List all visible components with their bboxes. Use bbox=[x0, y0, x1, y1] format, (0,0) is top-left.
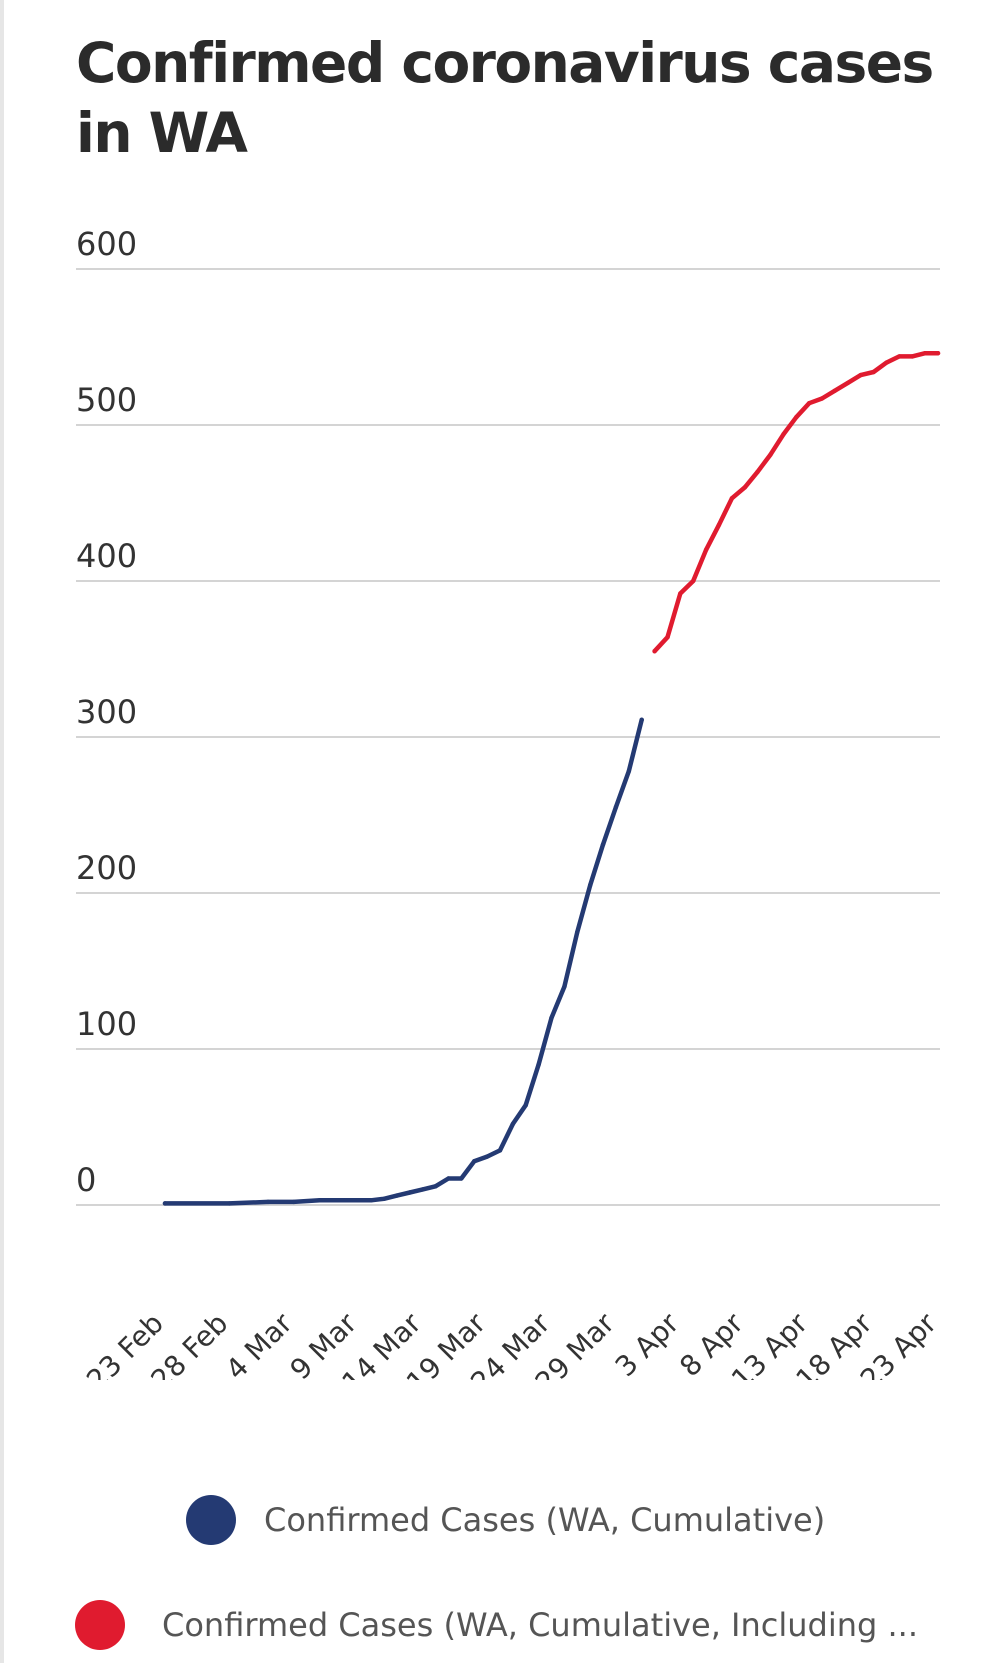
data-point bbox=[832, 388, 838, 393]
data-point bbox=[588, 883, 593, 888]
data-point bbox=[600, 842, 606, 847]
data-point bbox=[845, 380, 850, 386]
data-point bbox=[897, 354, 902, 359]
y-tick-label: 300 bbox=[76, 693, 137, 731]
data-point bbox=[819, 396, 825, 401]
legend-dot-2 bbox=[75, 1600, 125, 1650]
data-point bbox=[472, 1159, 477, 1164]
data-point bbox=[510, 1121, 516, 1127]
data-point bbox=[394, 1193, 400, 1198]
data-point bbox=[433, 1184, 438, 1189]
data-point bbox=[407, 1190, 412, 1195]
data-point bbox=[703, 547, 709, 552]
data-point bbox=[871, 369, 876, 375]
data-point bbox=[755, 469, 760, 474]
data-point bbox=[639, 717, 644, 722]
frame-edge bbox=[0, 0, 4, 1663]
data-point bbox=[652, 649, 657, 654]
data-point bbox=[484, 1154, 490, 1159]
legend-dot-1 bbox=[186, 1495, 236, 1545]
data-point bbox=[356, 1198, 361, 1203]
y-tick-label: 400 bbox=[76, 537, 137, 575]
y-tick-label: 500 bbox=[76, 381, 137, 419]
legend-label-1: Confirmed Cases (WA, Cumulative) bbox=[264, 1501, 826, 1539]
series-lines bbox=[162, 350, 941, 1206]
series-line-1 bbox=[162, 717, 644, 1206]
data-point bbox=[368, 1198, 374, 1203]
data-point bbox=[922, 351, 928, 356]
data-point bbox=[935, 351, 941, 356]
data-point bbox=[884, 360, 889, 365]
data-point bbox=[716, 522, 722, 527]
data-point bbox=[626, 769, 631, 774]
data-point bbox=[265, 1199, 271, 1205]
data-point bbox=[742, 485, 747, 490]
data-point bbox=[497, 1148, 503, 1153]
x-tick-label: 23 Apr bbox=[854, 1306, 943, 1380]
data-point bbox=[678, 591, 683, 596]
x-tick-label: 28 Feb bbox=[144, 1307, 234, 1380]
data-point bbox=[420, 1187, 425, 1192]
x-tick-label: 3 Apr bbox=[609, 1306, 686, 1380]
y-axis-ticks: 0 100 200 300 400 500 600 bbox=[76, 225, 137, 1199]
data-point bbox=[459, 1176, 464, 1181]
data-point bbox=[446, 1176, 451, 1181]
y-tick-label: 600 bbox=[76, 225, 137, 263]
data-point bbox=[549, 1015, 554, 1020]
y-tick-label: 200 bbox=[76, 849, 137, 887]
data-point bbox=[691, 578, 696, 584]
legend-label-2: Confirmed Cases (WA, Cumulative, Includi… bbox=[162, 1606, 919, 1644]
legend-item-2: Confirmed Cases (WA, Cumulative, Includi… bbox=[0, 1595, 1005, 1655]
legend-item-1: Confirmed Cases (WA, Cumulative) bbox=[0, 1490, 1005, 1550]
data-point bbox=[536, 1062, 541, 1067]
data-point bbox=[523, 1103, 528, 1108]
chart-title: Confirmed coronavirus cases in WA bbox=[76, 31, 934, 165]
gridlines bbox=[76, 268, 940, 1206]
data-point bbox=[227, 1201, 232, 1206]
data-point bbox=[291, 1199, 296, 1205]
data-point bbox=[794, 415, 799, 420]
data-point bbox=[575, 929, 580, 935]
data-point bbox=[381, 1196, 387, 1202]
data-point bbox=[729, 496, 735, 501]
y-tick-label: 100 bbox=[76, 1005, 137, 1043]
data-point bbox=[317, 1198, 322, 1203]
x-tick-label: 4 Mar bbox=[219, 1306, 299, 1380]
data-point bbox=[910, 354, 915, 359]
data-point bbox=[613, 805, 619, 810]
data-point bbox=[343, 1198, 348, 1203]
data-point bbox=[781, 432, 786, 437]
data-point bbox=[858, 372, 863, 378]
y-tick-label: 0 bbox=[76, 1161, 96, 1199]
data-point bbox=[665, 635, 670, 640]
data-point bbox=[768, 452, 773, 457]
data-point bbox=[562, 984, 567, 989]
series-line-2 bbox=[652, 350, 941, 654]
data-point bbox=[162, 1201, 168, 1206]
data-point bbox=[807, 401, 812, 406]
